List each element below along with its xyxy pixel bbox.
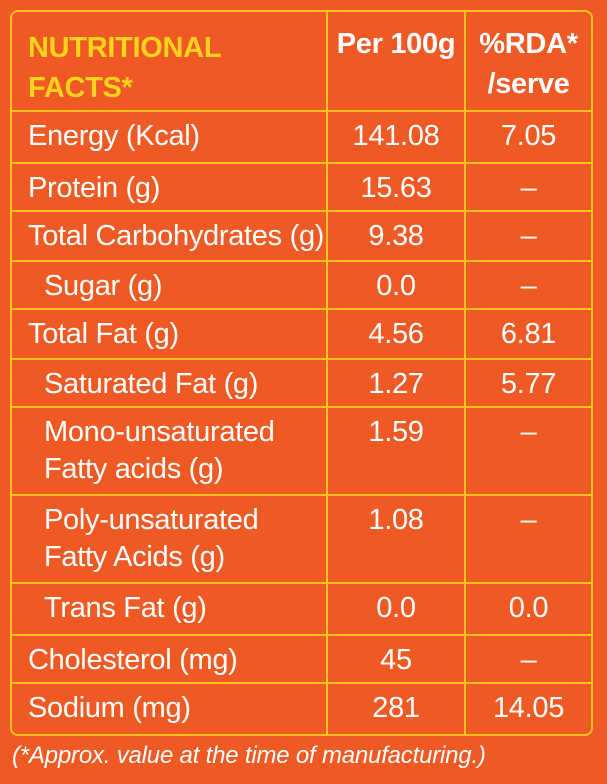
row-value-energy-per-100g: 141.08 <box>328 112 466 164</box>
row-label-poly-line2: Fatty Acids (g) <box>44 541 225 573</box>
row-label-poly-line1: Poly-unsaturated <box>44 504 259 536</box>
row-value-total-fat-per-100g: 4.56 <box>328 310 466 360</box>
row-value-cholesterol-rda: – <box>466 636 591 684</box>
rda-header-line2: /serve <box>487 68 570 100</box>
row-label-poly-unsaturated: Poly-unsaturated Fatty Acids (g) <box>12 496 328 584</box>
row-value-trans-fat-rda: 0.0 <box>466 584 591 636</box>
row-label-mono-line1: Mono-unsaturated <box>44 416 275 448</box>
row-value-sugar-rda: – <box>466 262 591 310</box>
row-label-protein: Protein (g) <box>12 164 328 212</box>
row-label-mono-unsaturated: Mono-unsaturated Fatty acids (g) <box>12 408 328 496</box>
row-value-carbohydrates-rda: – <box>466 212 591 262</box>
table-title: NUTRITIONAL FACTS* <box>12 12 328 112</box>
row-label-total-fat: Total Fat (g) <box>12 310 328 360</box>
row-label-sugar: Sugar (g) <box>12 262 328 310</box>
row-value-trans-fat-per-100g: 0.0 <box>328 584 466 636</box>
footnote: (*Approx. value at the time of manufactu… <box>12 742 486 769</box>
row-value-protein-rda: – <box>466 164 591 212</box>
row-value-protein-per-100g: 15.63 <box>328 164 466 212</box>
row-value-cholesterol-per-100g: 45 <box>328 636 466 684</box>
row-value-mono-unsaturated-rda: – <box>466 408 591 496</box>
row-value-total-fat-rda: 6.81 <box>466 310 591 360</box>
row-value-sodium-rda: 14.05 <box>492 692 565 724</box>
rda-header-line1: %RDA* <box>479 28 578 60</box>
row-value-carbohydrates-per-100g: 9.38 <box>328 212 466 262</box>
nutrition-table: NUTRITIONAL FACTS* Per 100g %RDA* /serve… <box>12 12 591 734</box>
row-value-saturated-fat-rda: 5.77 <box>466 360 591 408</box>
row-label-sodium: Sodium (mg) <box>12 684 328 734</box>
row-label-trans-fat: Trans Fat (g) <box>12 584 328 636</box>
row-value-sodium-per-100g: 281 <box>328 684 466 734</box>
row-label-carbohydrates: Total Carbohydrates (g) <box>12 212 328 262</box>
nutrition-table-panel: NUTRITIONAL FACTS* Per 100g %RDA* /serve… <box>10 10 593 736</box>
column-header-per-100g: Per 100g <box>328 12 466 112</box>
row-label-mono-line2: Fatty acids (g) <box>44 453 224 485</box>
row-value-poly-unsaturated-rda: – <box>466 496 591 584</box>
row-value-energy-rda: 7.05 <box>466 112 591 164</box>
row-value-sugar-per-100g: 0.0 <box>328 262 466 310</box>
row-value-mono-unsaturated-per-100g: 1.59 <box>328 408 466 496</box>
row-value-saturated-fat-per-100g: 1.27 <box>328 360 466 408</box>
row-label-cholesterol: Cholesterol (mg) <box>12 636 328 684</box>
column-header-rda: %RDA* /serve <box>466 12 591 112</box>
row-label-energy: Energy (Kcal) <box>12 112 328 164</box>
row-value-poly-unsaturated-per-100g: 1.08 <box>328 496 466 584</box>
row-label-saturated-fat: Saturated Fat (g) <box>12 360 328 408</box>
